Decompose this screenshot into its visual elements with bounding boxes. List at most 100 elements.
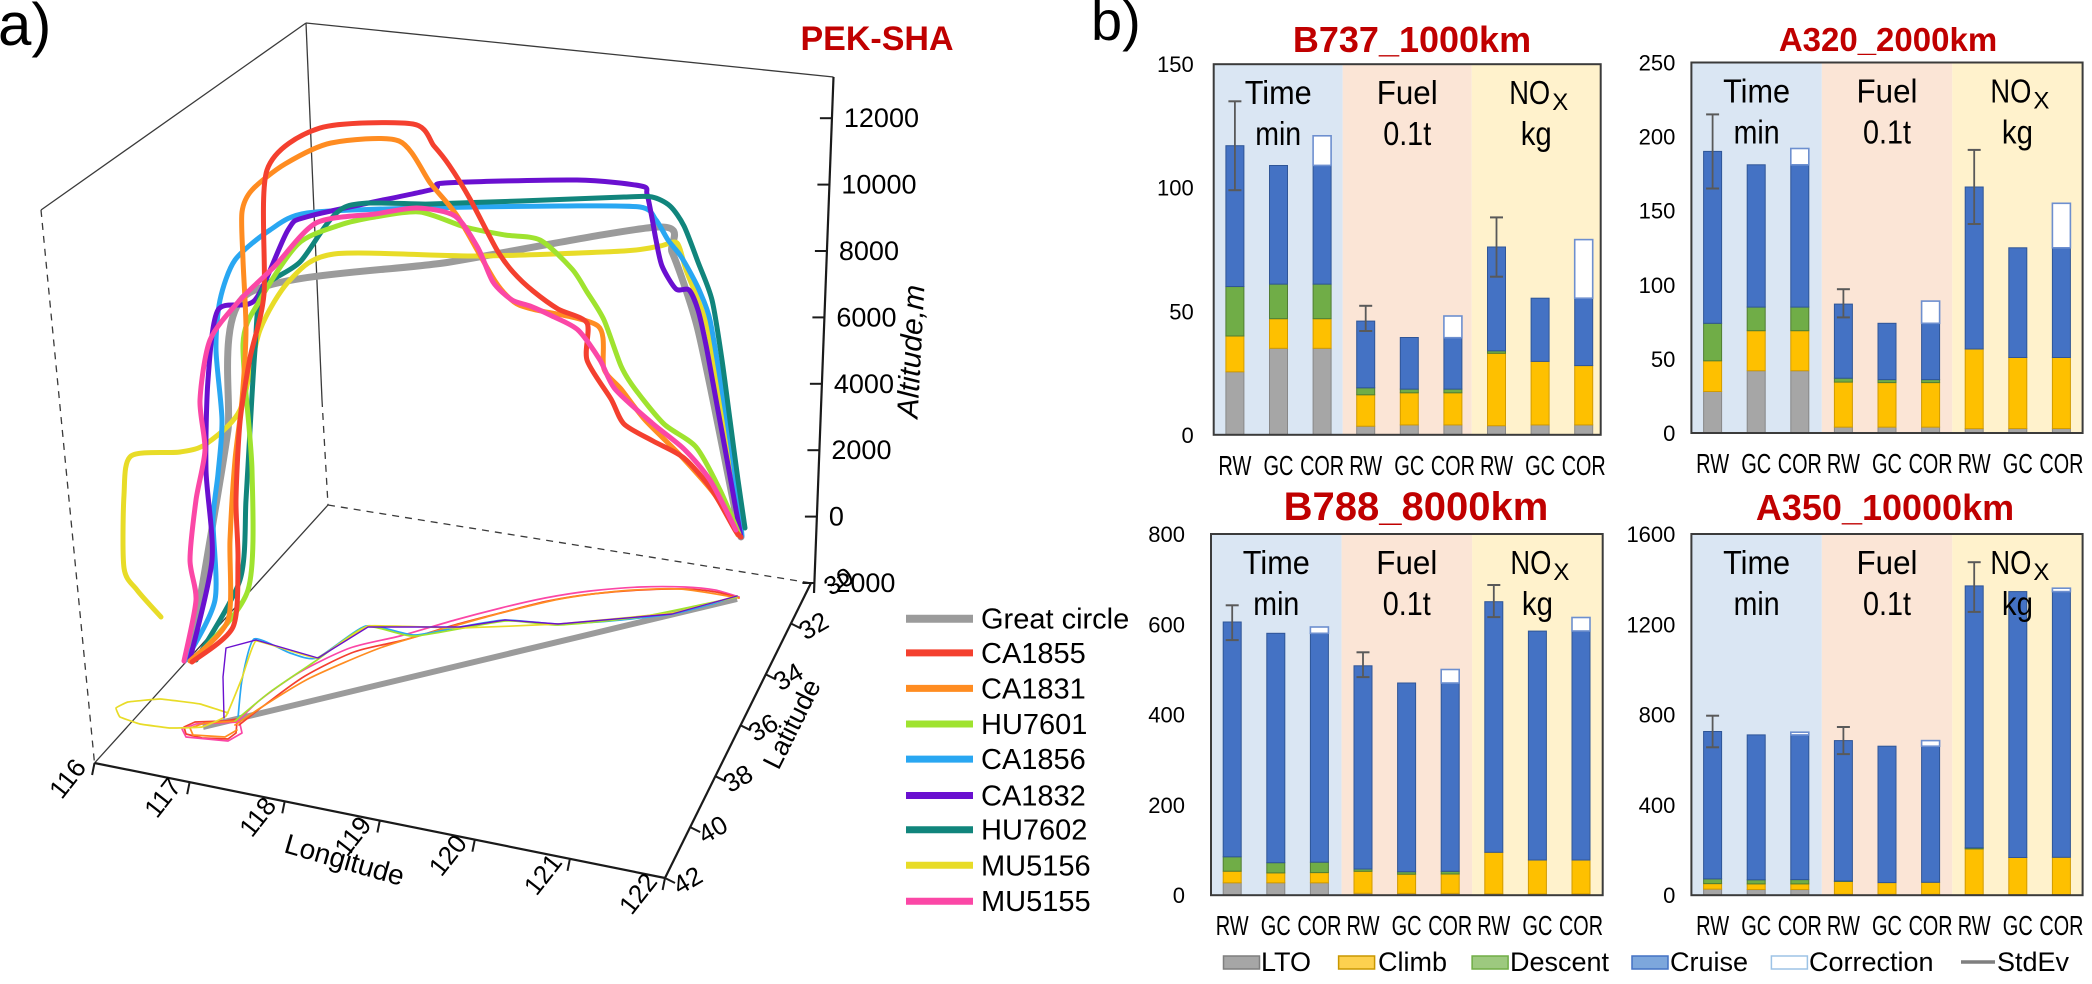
svg-text:200: 200 [1639,125,1676,150]
svg-text:RW: RW [1218,450,1251,481]
svg-text:0: 0 [1181,423,1193,448]
svg-text:PEK-SHA: PEK-SHA [800,20,953,58]
svg-text:kg: kg [1522,585,1553,622]
svg-text:RW: RW [1480,450,1513,481]
svg-text:1600: 1600 [1626,522,1675,547]
svg-text:RW: RW [1958,448,1991,479]
svg-text:RW: RW [1696,448,1729,479]
svg-text:COR: COR [2039,910,2083,941]
svg-text:RW: RW [1216,910,1249,941]
svg-text:B737_1000km: B737_1000km [1293,19,1531,60]
svg-text:b): b) [1091,0,1141,52]
svg-text:6000: 6000 [836,302,896,332]
svg-text:GC: GC [1392,910,1422,941]
svg-text:COR: COR [2039,448,2083,479]
svg-text:COR: COR [1909,910,1953,941]
svg-text:X: X [2033,88,2049,115]
svg-text:MU5156: MU5156 [981,850,1091,882]
svg-text:NO: NO [1990,544,2031,581]
svg-text:Time: Time [1245,74,1312,111]
svg-text:kg: kg [2002,585,2033,622]
svg-text:Fuel: Fuel [1857,73,1918,110]
svg-text:0: 0 [1663,421,1675,446]
svg-text:NO: NO [1509,74,1550,111]
svg-text:GC: GC [2003,910,2033,941]
svg-text:Fuel: Fuel [1376,544,1437,581]
svg-text:min: min [1255,115,1301,152]
svg-text:COR: COR [1909,448,1953,479]
svg-text:COR: COR [1300,450,1344,481]
svg-text:GC: GC [1741,910,1771,941]
svg-text:200: 200 [1148,793,1185,818]
svg-text:B788_8000km: B788_8000km [1284,485,1549,529]
svg-text:8000: 8000 [839,236,899,266]
svg-text:COR: COR [1778,448,1822,479]
svg-text:0.1t: 0.1t [1863,114,1911,151]
svg-text:CA1832: CA1832 [981,781,1086,813]
svg-text:Cruise: Cruise [1670,947,1748,977]
svg-text:MU5155: MU5155 [981,886,1091,918]
svg-text:CA1855: CA1855 [981,638,1086,670]
svg-text:A320_2000km: A320_2000km [1779,21,1997,58]
svg-text:250: 250 [1639,51,1676,76]
svg-text:GC: GC [1872,448,1902,479]
svg-text:kg: kg [1521,115,1552,152]
svg-text:0.1t: 0.1t [1863,585,1911,622]
svg-text:50: 50 [1651,347,1675,372]
svg-text:Altitude,m: Altitude,m [891,284,931,421]
svg-text:10000: 10000 [841,170,916,200]
svg-text:50: 50 [1169,299,1193,324]
svg-text:Time: Time [1723,73,1790,110]
svg-text:GC: GC [2003,448,2033,479]
svg-text:150: 150 [1157,52,1194,77]
svg-text:Correction: Correction [1809,947,1934,977]
svg-text:GC: GC [1264,450,1294,481]
svg-text:min: min [1734,585,1780,622]
svg-text:RW: RW [1827,910,1860,941]
svg-text:Time: Time [1243,544,1310,581]
svg-text:400: 400 [1148,703,1185,728]
svg-text:Time: Time [1723,544,1790,581]
svg-text:a): a) [0,0,51,58]
svg-text:RW: RW [1827,448,1860,479]
svg-text:NO: NO [1990,73,2031,110]
svg-text:GC: GC [1522,910,1552,941]
svg-text:1200: 1200 [1626,612,1675,637]
svg-text:COR: COR [1559,910,1603,941]
svg-text:GC: GC [1261,910,1291,941]
svg-text:A350_10000km: A350_10000km [1756,487,2014,528]
svg-text:GC: GC [1525,450,1555,481]
svg-text:RW: RW [1696,910,1729,941]
svg-text:RW: RW [1349,450,1382,481]
svg-text:COR: COR [1431,450,1475,481]
svg-text:600: 600 [1148,612,1185,637]
svg-text:COR: COR [1778,910,1822,941]
svg-text:2000: 2000 [831,435,891,465]
svg-text:800: 800 [1639,703,1676,728]
svg-text:400: 400 [1639,793,1676,818]
svg-text:0: 0 [829,502,844,532]
svg-text:12000: 12000 [844,103,919,133]
svg-text:150: 150 [1639,199,1676,224]
svg-text:GC: GC [1872,910,1902,941]
svg-text:GC: GC [1741,448,1771,479]
svg-text:HU7601: HU7601 [981,709,1087,741]
svg-text:COR: COR [1428,910,1472,941]
svg-text:GC: GC [1394,450,1424,481]
svg-text:Descent: Descent [1510,947,1610,977]
svg-text:0.1t: 0.1t [1383,115,1431,152]
svg-text:Fuel: Fuel [1377,74,1438,111]
svg-text:COR: COR [1562,450,1606,481]
svg-text:COR: COR [1297,910,1341,941]
svg-text:0: 0 [1173,883,1185,908]
svg-text:X: X [1552,89,1568,116]
svg-text:NO: NO [1510,544,1551,581]
svg-text:StdEv: StdEv [1997,947,2070,977]
svg-text:RW: RW [1347,910,1380,941]
svg-text:0.1t: 0.1t [1383,585,1431,622]
svg-text:CA1831: CA1831 [981,673,1086,705]
svg-text:-2000: -2000 [826,568,895,598]
svg-text:HU7602: HU7602 [981,815,1087,847]
svg-text:X: X [1553,559,1569,586]
svg-text:4000: 4000 [834,369,894,399]
